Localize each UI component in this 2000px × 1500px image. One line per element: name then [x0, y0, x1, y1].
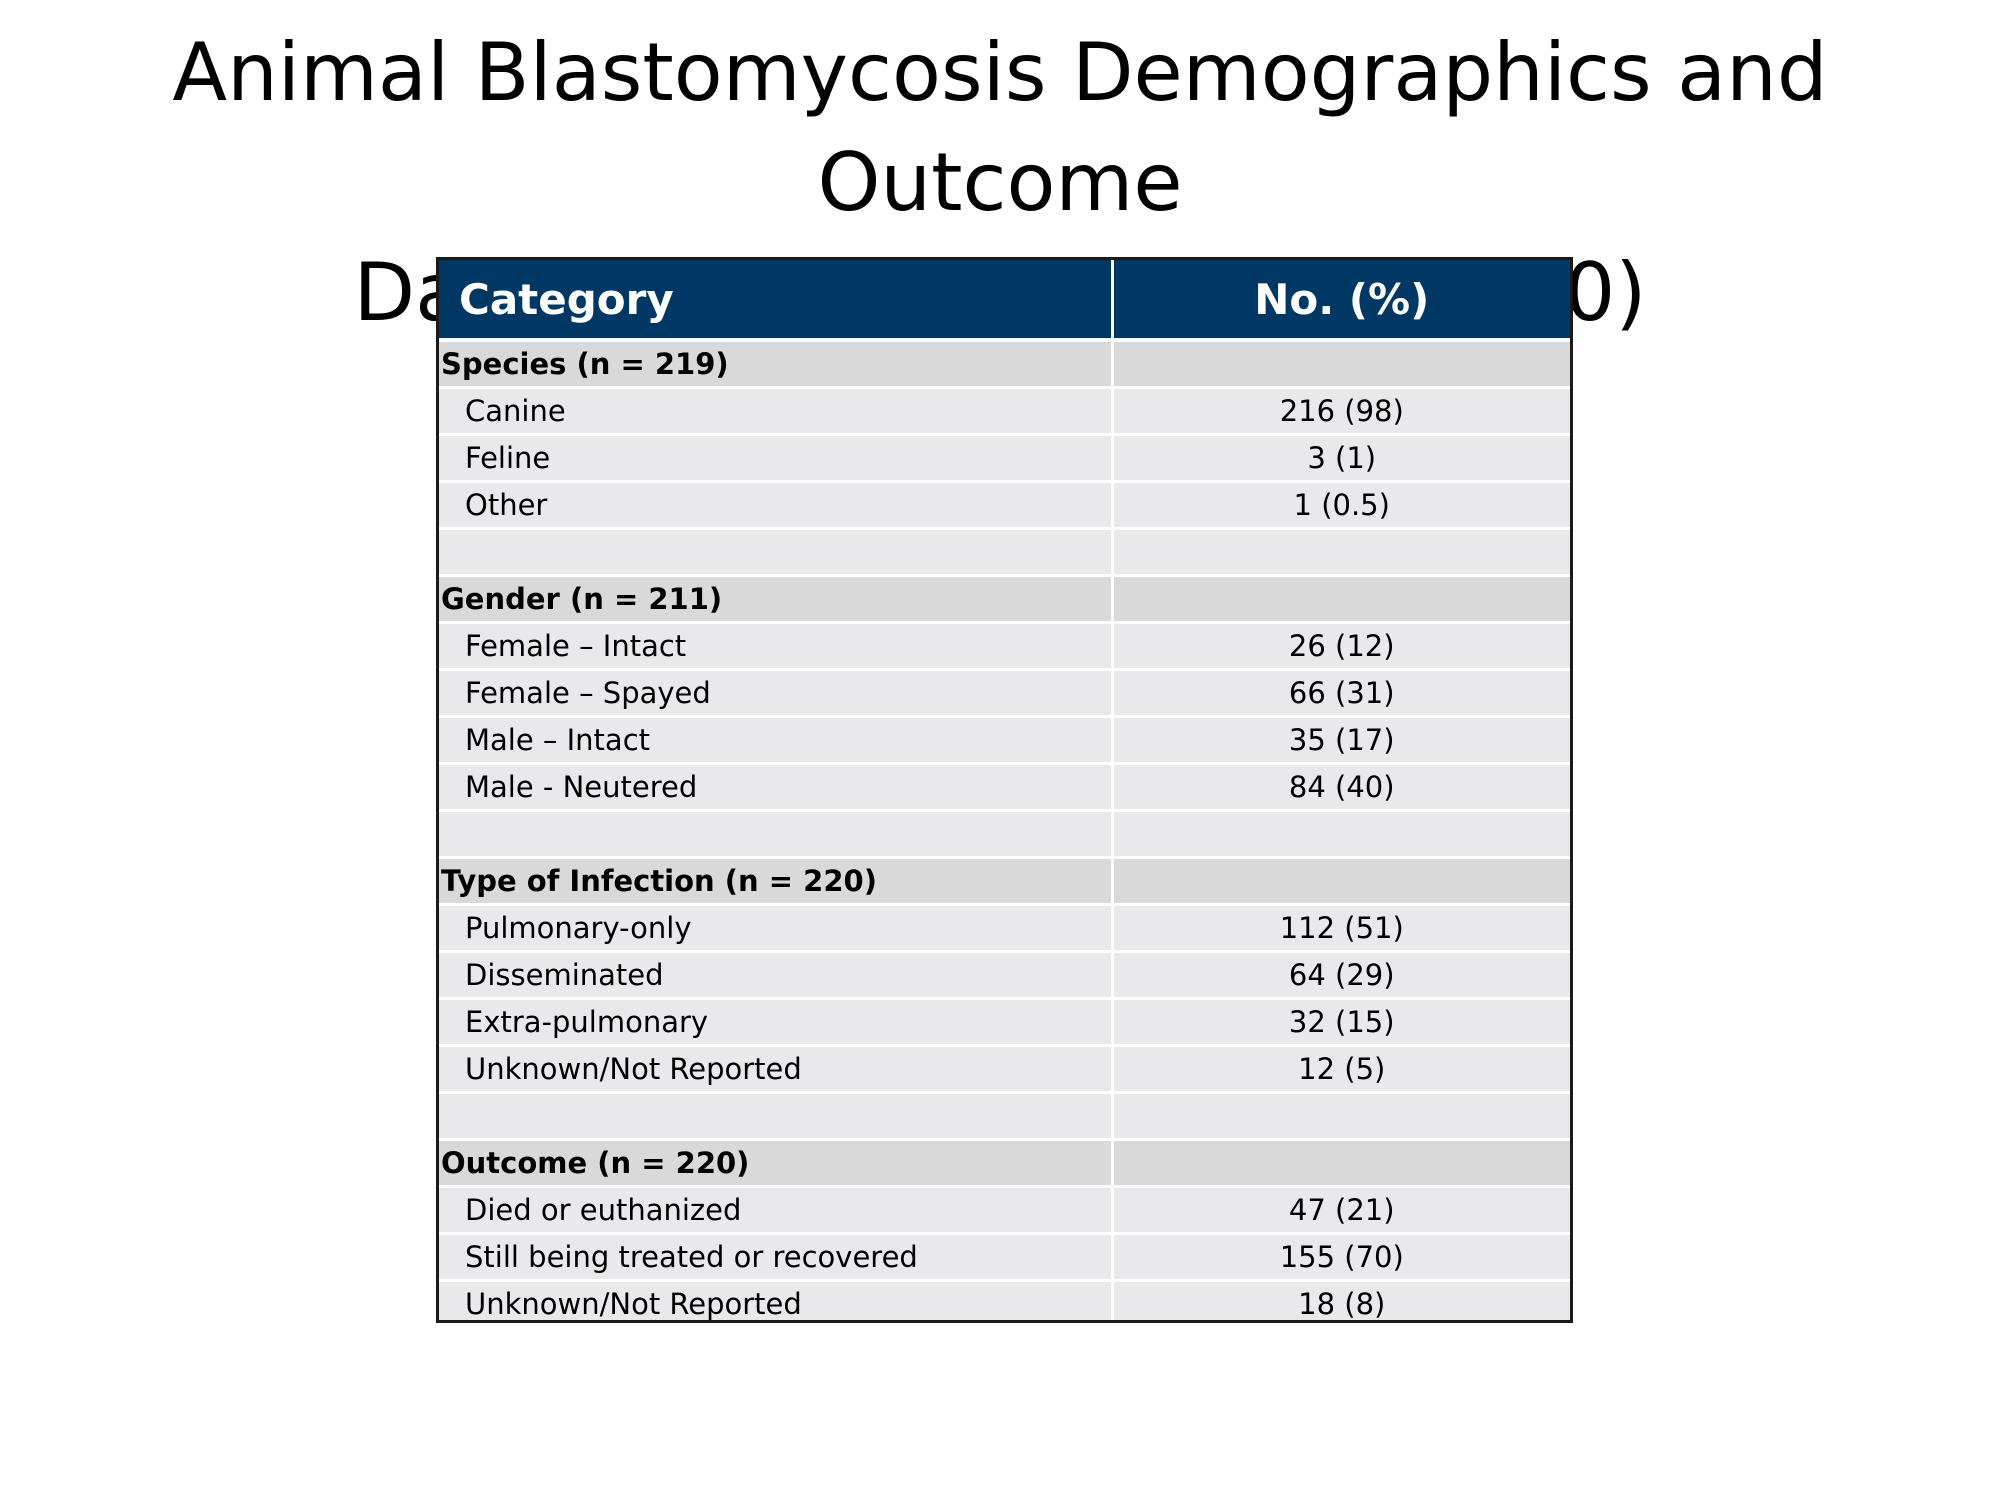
count-percent-cell — [1112, 1092, 1570, 1141]
count-percent-cell: 18 (8) — [1112, 1280, 1570, 1320]
table-body: Species (n = 219) Canine 216 (98) Feline 3 (… — [439, 340, 1570, 1320]
category-cell: Other — [439, 481, 1114, 530]
category-cell: Female – Intact — [439, 622, 1114, 671]
table-row: Male - Neutered 84 (40) — [439, 763, 1570, 812]
table-row: Disseminated 64 (29) — [439, 951, 1570, 1000]
count-percent-cell: 64 (29) — [1112, 951, 1570, 1000]
count-percent-cell: 66 (31) — [1112, 669, 1570, 718]
count-percent-column-header: No. (%) — [1112, 260, 1570, 342]
count-percent-cell: 112 (51) — [1112, 904, 1570, 953]
count-percent-cell — [1112, 857, 1570, 906]
group-header-row: Gender (n = 211) — [439, 575, 1570, 624]
count-percent-cell: 26 (12) — [1112, 622, 1570, 671]
group-label: Type of Infection (n = 220) — [439, 857, 1114, 906]
count-percent-cell: 216 (98) — [1112, 387, 1570, 436]
count-percent-cell: 47 (21) — [1112, 1186, 1570, 1235]
category-cell: Canine — [439, 387, 1114, 436]
category-cell: Disseminated — [439, 951, 1114, 1000]
table-row: Canine 216 (98) — [439, 387, 1570, 436]
count-percent-cell: 35 (17) — [1112, 716, 1570, 765]
count-percent-cell — [1112, 810, 1570, 859]
demographics-table: Category No. (%) Species (n = 219) Canine… — [439, 260, 1570, 1320]
slide-title-line-1: Animal Blastomycosis Demographics and Ou… — [172, 26, 1828, 229]
group-label: Species (n = 219) — [439, 340, 1114, 389]
category-cell: Female – Spayed — [439, 669, 1114, 718]
count-percent-cell: 3 (1) — [1112, 434, 1570, 483]
category-cell: Male – Intact — [439, 716, 1114, 765]
category-cell: Extra-pulmonary — [439, 998, 1114, 1047]
table-row: Pulmonary-only 112 (51) — [439, 904, 1570, 953]
category-cell — [439, 528, 1114, 577]
category-cell — [439, 810, 1114, 859]
table-row: Feline 3 (1) — [439, 434, 1570, 483]
count-percent-cell — [1112, 575, 1570, 624]
category-cell: Feline — [439, 434, 1114, 483]
category-cell: Unknown/Not Reported — [439, 1280, 1114, 1320]
count-percent-cell — [1112, 340, 1570, 389]
category-cell: Male - Neutered — [439, 763, 1114, 812]
spacer-row — [439, 810, 1570, 859]
category-cell — [439, 1092, 1114, 1141]
table-row: Still being treated or recovered 155 (70) — [439, 1233, 1570, 1282]
table-header-row: Category No. (%) — [439, 260, 1570, 342]
group-header-row: Species (n = 219) — [439, 340, 1570, 389]
table-row: Unknown/Not Reported 18 (8) — [439, 1280, 1570, 1320]
demographics-table-container: Category No. (%) Species (n = 219) Canine… — [436, 257, 1573, 1323]
table-row: Male – Intact 35 (17) — [439, 716, 1570, 765]
count-percent-cell — [1112, 1139, 1570, 1188]
table-row: Extra-pulmonary 32 (15) — [439, 998, 1570, 1047]
group-label: Gender (n = 211) — [439, 575, 1114, 624]
count-percent-cell — [1112, 528, 1570, 577]
table-row: Female – Intact 26 (12) — [439, 622, 1570, 671]
table-row: Other 1 (0.5) — [439, 481, 1570, 530]
group-label: Outcome (n = 220) — [439, 1139, 1114, 1188]
count-percent-cell: 84 (40) — [1112, 763, 1570, 812]
table-row: Unknown/Not Reported 12 (5) — [439, 1045, 1570, 1094]
category-column-header: Category — [439, 260, 1114, 342]
count-percent-cell: 1 (0.5) — [1112, 481, 1570, 530]
count-percent-cell: 12 (5) — [1112, 1045, 1570, 1094]
spacer-row — [439, 1092, 1570, 1141]
category-cell: Unknown/Not Reported — [439, 1045, 1114, 1094]
count-percent-cell: 32 (15) — [1112, 998, 1570, 1047]
table-row: Died or euthanized 47 (21) — [439, 1186, 1570, 1235]
category-cell: Pulmonary-only — [439, 904, 1114, 953]
group-header-row: Type of Infection (n = 220) — [439, 857, 1570, 906]
category-cell: Died or euthanized — [439, 1186, 1114, 1235]
table-row: Female – Spayed 66 (31) — [439, 669, 1570, 718]
category-cell: Still being treated or recovered — [439, 1233, 1114, 1282]
group-header-row: Outcome (n = 220) — [439, 1139, 1570, 1188]
count-percent-cell: 155 (70) — [1112, 1233, 1570, 1282]
spacer-row — [439, 528, 1570, 577]
